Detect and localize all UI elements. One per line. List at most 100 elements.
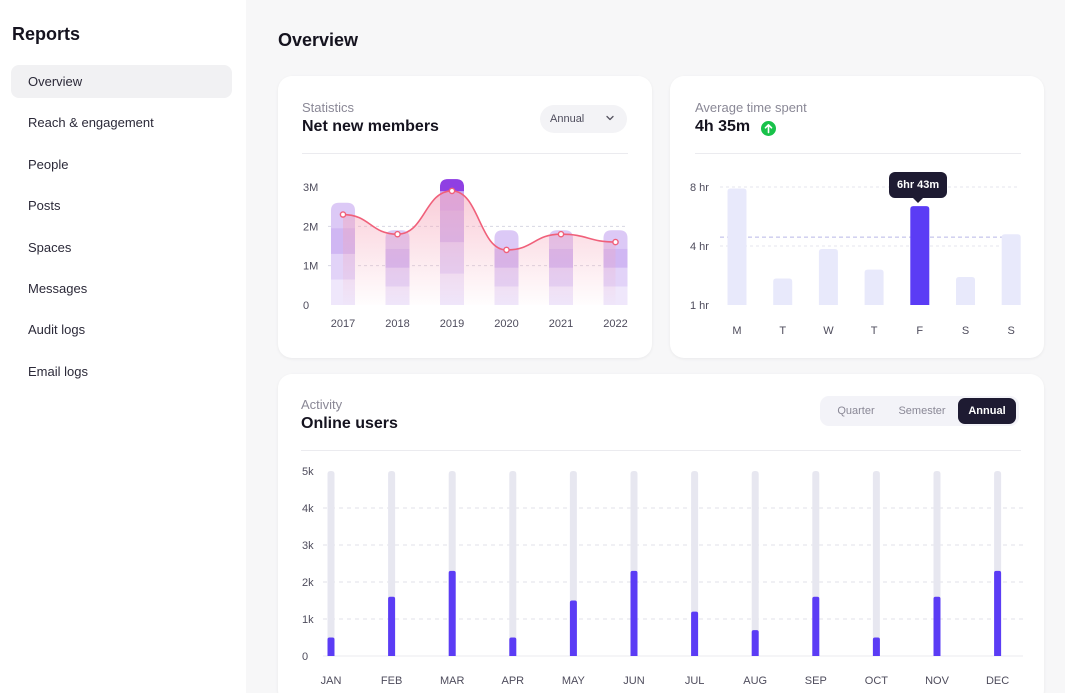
activity-bar-SEP bbox=[812, 596, 820, 656]
time-divider bbox=[695, 153, 1021, 154]
activity-bar-AUG bbox=[751, 630, 759, 656]
activity-bar-MAY bbox=[569, 600, 577, 656]
members-kicker: Statistics bbox=[302, 100, 355, 115]
activity-bar-DEC bbox=[994, 570, 1002, 656]
activity-bar-OCT bbox=[872, 637, 880, 656]
time-tooltip: 6hr 43m bbox=[889, 172, 948, 203]
members-point bbox=[612, 238, 619, 246]
members-point bbox=[339, 211, 347, 218]
x-tick-label: M bbox=[732, 325, 741, 337]
activity-track-OCT bbox=[872, 471, 880, 656]
sidebar-item-spaces[interactable]: Spaces bbox=[28, 239, 72, 255]
members-divider bbox=[302, 153, 628, 154]
activity-track-JAN bbox=[327, 471, 335, 656]
x-tick-label: S bbox=[1008, 325, 1015, 337]
members-title: Net new members bbox=[302, 118, 439, 135]
time-bar-T bbox=[773, 278, 793, 305]
x-tick-label: S bbox=[962, 325, 969, 337]
time-bar-M bbox=[727, 188, 747, 305]
activity-title: Online users bbox=[301, 415, 398, 432]
x-tick-label: NOV bbox=[925, 675, 950, 687]
x-tick-label: 2018 bbox=[385, 318, 409, 330]
activity-bar-JAN bbox=[327, 637, 335, 656]
y-tick-label: 2k bbox=[302, 577, 314, 589]
x-tick-label: T bbox=[871, 325, 878, 337]
members-point bbox=[503, 246, 510, 254]
main-content: Overview Statistics Net new members Annu… bbox=[246, 0, 1065, 693]
activity-bar-MAR bbox=[448, 570, 456, 656]
x-tick-label: 2020 bbox=[494, 318, 518, 330]
time-bar-W bbox=[818, 248, 838, 305]
x-tick-label: T bbox=[779, 325, 786, 337]
time-kicker: Average time spent bbox=[695, 100, 807, 115]
period-dropdown-value: Annual bbox=[550, 113, 585, 125]
y-tick-label: 3k bbox=[302, 540, 314, 552]
y-tick-label: 1M bbox=[303, 261, 318, 273]
x-tick-label: 2019 bbox=[440, 318, 464, 330]
y-tick-label: 4 hr bbox=[690, 241, 709, 253]
x-tick-label: MAY bbox=[562, 675, 586, 687]
time-bar-S bbox=[1001, 234, 1021, 305]
x-tick-label: DEC bbox=[986, 675, 1009, 687]
page-title: Overview bbox=[278, 30, 359, 50]
x-tick-label: JUL bbox=[685, 675, 705, 687]
sidebar-item-people[interactable]: People bbox=[28, 156, 69, 172]
tab-quarter[interactable]: Quarter bbox=[837, 405, 875, 417]
members-bar-highlight bbox=[440, 179, 464, 192]
trend-up-badge bbox=[761, 121, 776, 136]
tab-annual[interactable]: Annual bbox=[958, 398, 1016, 424]
sidebar-item-audit-logs[interactable]: Audit logs bbox=[28, 322, 86, 338]
sidebar-item-posts[interactable]: Posts bbox=[28, 198, 61, 214]
x-tick-label: APR bbox=[501, 675, 524, 687]
time-value: 4h 35m bbox=[695, 118, 751, 135]
sidebar-item-overview[interactable]: Overview bbox=[11, 65, 232, 98]
sidebar-nav: Overview Reach & engagement People Posts… bbox=[11, 65, 232, 396]
x-tick-label: 2017 bbox=[331, 318, 355, 330]
x-tick-label: OCT bbox=[865, 675, 889, 687]
activity-track-AUG bbox=[751, 471, 759, 656]
y-tick-label: 1k bbox=[302, 614, 314, 626]
y-tick-label: 8 hr bbox=[690, 182, 709, 194]
time-chart: 8 hr 4 hr 1 hr M T W T F S S bbox=[690, 182, 1021, 337]
y-tick-label: 0 bbox=[303, 300, 309, 312]
sidebar-title: Reports bbox=[12, 24, 81, 44]
activity-chart: 0 1k 2k 3k 4k 5k JAN FEB MAR APR MAY JUN JUL AUG SEP OC… bbox=[302, 466, 1023, 687]
sidebar-item-reach-engagement[interactable]: Reach & engagement bbox=[28, 115, 154, 131]
activity-divider bbox=[301, 450, 1021, 451]
members-point bbox=[557, 230, 565, 238]
y-tick-label: 2M bbox=[303, 221, 318, 233]
activity-bar-NOV bbox=[933, 596, 941, 656]
members-chart: 0 1M 2M 3M 2017 2018 2019 2020 2021 2022 bbox=[303, 179, 628, 330]
tab-semester[interactable]: Semester bbox=[898, 405, 946, 417]
y-tick-label: 1 hr bbox=[690, 300, 709, 312]
activity-card: Activity Online users Quarter Semester A… bbox=[278, 374, 1044, 693]
x-tick-label: F bbox=[916, 325, 923, 337]
activity-bar-JUL bbox=[691, 611, 699, 656]
x-tick-label: AUG bbox=[743, 675, 767, 687]
members-point bbox=[394, 230, 401, 238]
time-bar-T bbox=[864, 269, 884, 305]
activity-bar-FEB bbox=[388, 596, 396, 656]
activity-track-JUL bbox=[691, 471, 699, 656]
x-tick-label: JUN bbox=[623, 675, 644, 687]
x-tick-label: SEP bbox=[805, 675, 827, 687]
sidebar: Reports Overview Reach & engagement Peop… bbox=[0, 0, 246, 693]
members-card: Statistics Net new members Annual 0 1M 2M 3… bbox=[278, 76, 652, 358]
sidebar-item-email-logs[interactable]: Email logs bbox=[28, 363, 88, 379]
sidebar-item-messages[interactable]: Messages bbox=[28, 280, 88, 296]
period-toggle: Quarter Semester Annual bbox=[820, 396, 1019, 426]
x-tick-label: W bbox=[823, 325, 834, 337]
time-bar-S bbox=[956, 276, 975, 305]
activity-bar-APR bbox=[509, 637, 517, 656]
x-tick-label: 2022 bbox=[603, 318, 627, 330]
time-card: Average time spent 4h 35m 8 hr 4 hr 1 hr M T… bbox=[670, 76, 1044, 358]
activity-bar-JUN bbox=[630, 570, 638, 656]
activity-kicker: Activity bbox=[301, 397, 343, 412]
x-tick-label: 2021 bbox=[549, 318, 573, 330]
period-dropdown[interactable]: Annual bbox=[540, 105, 627, 133]
arrow-up-icon bbox=[764, 124, 773, 134]
x-tick-label: MAR bbox=[440, 675, 465, 687]
time-bar-F bbox=[910, 206, 930, 305]
y-tick-label: 3M bbox=[303, 182, 318, 194]
x-tick-label: JAN bbox=[321, 675, 342, 687]
